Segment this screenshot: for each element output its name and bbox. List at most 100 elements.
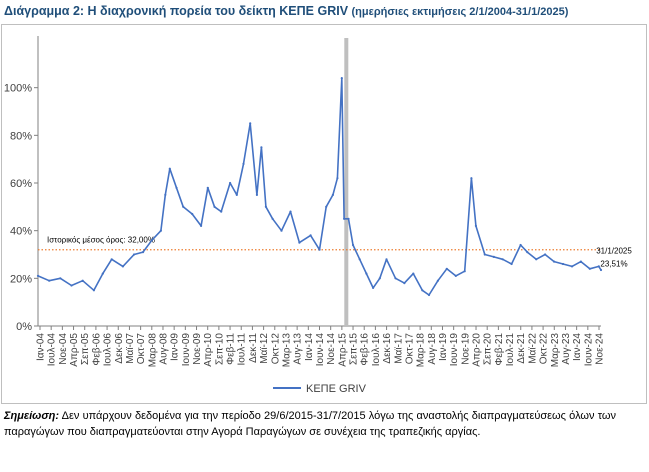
- x-tick-label: Οκτ-22: [539, 333, 550, 365]
- x-tick-label: Απρ-10: [203, 333, 214, 367]
- series-point: [264, 205, 267, 208]
- series-point: [101, 272, 104, 275]
- y-tick-label: 0%: [16, 321, 32, 333]
- y-tick-label: 100%: [4, 83, 32, 95]
- historical-mean-label: Ιστορικός μέσος όρος: 32,00%: [47, 236, 155, 245]
- series-point: [526, 251, 529, 254]
- series-point: [191, 212, 194, 216]
- x-tick-label: Μαρ-23: [550, 333, 561, 368]
- series-point: [340, 77, 343, 80]
- legend-label: ΚΕΠΕ GRIV: [306, 383, 367, 395]
- series-point: [365, 272, 368, 275]
- series-point: [358, 258, 361, 261]
- x-tick-label: Μαρ-13: [281, 333, 292, 368]
- series-point: [445, 267, 448, 270]
- series-point: [544, 253, 547, 256]
- series-point: [121, 265, 124, 268]
- x-tick-label: Δεκ-11: [248, 333, 259, 363]
- series-line: [37, 77, 602, 296]
- series-point: [229, 181, 232, 185]
- series-point: [394, 277, 397, 280]
- series-point: [92, 289, 95, 292]
- series-point: [48, 279, 51, 282]
- chart-note: Σημείωση: Δεν υπάρχουν δεδομένα για την …: [4, 408, 616, 440]
- x-tick-label: Οκτ-07: [136, 333, 147, 365]
- series-point: [347, 217, 350, 220]
- y-tick-label: 60%: [10, 178, 32, 190]
- series-point: [454, 274, 457, 277]
- x-tick-label: Νοε-09: [192, 333, 203, 365]
- x-tick-label: Μαρ-08: [147, 333, 158, 368]
- x-tick-label: Ιουλ-04: [47, 333, 58, 367]
- series-point: [492, 255, 495, 258]
- series-point: [110, 258, 113, 261]
- x-tick-label: Ιουν-19: [449, 333, 460, 367]
- y-tick-label: 80%: [10, 130, 32, 142]
- series-point: [378, 277, 381, 280]
- trading-gap-marker: [344, 38, 349, 326]
- chart-title-sub: (ημερήσιες εκτιμήσεις 2/1/2004-31/1/2025…: [351, 6, 569, 18]
- series-point: [463, 270, 466, 273]
- x-tick-label: Μαρ-18: [416, 333, 427, 368]
- x-tick-label: Ιουν-09: [181, 333, 192, 367]
- note-text: Δεν υπάρχουν δεδομένα για την περίοδο 29…: [4, 410, 616, 438]
- series-point: [220, 210, 223, 213]
- series-point: [182, 205, 185, 208]
- x-tick-label: Φεβ-06: [91, 333, 102, 366]
- series-point: [200, 224, 203, 227]
- series-point: [553, 260, 556, 263]
- series-point: [588, 267, 591, 270]
- series-point: [249, 122, 252, 125]
- x-tick-label: Σεπ-10: [214, 333, 225, 365]
- series-point: [235, 193, 238, 196]
- x-tick-label: Αυγ-08: [158, 333, 169, 365]
- x-tick-label: Ιαν-09: [170, 333, 181, 361]
- series-point: [298, 241, 301, 244]
- series-point: [159, 229, 162, 232]
- series-point: [325, 205, 328, 208]
- x-tick-label: Μαϊ-07: [125, 333, 136, 364]
- x-tick-label: Δεκ-06: [114, 333, 125, 364]
- x-tick-label: Ιαν-14: [304, 333, 315, 361]
- series-point: [280, 229, 283, 232]
- x-tick-label: Σεπ-05: [80, 333, 91, 365]
- series-point: [501, 258, 504, 261]
- x-tick-label: Νοε-04: [58, 333, 69, 365]
- series-point: [81, 279, 84, 282]
- series-point: [372, 286, 375, 289]
- chart-title: Διάγραμμα 2: Η διαχρονική πορεία του δεί…: [4, 4, 568, 18]
- series-point: [597, 265, 600, 268]
- series-point: [133, 253, 136, 256]
- chart-svg: 0%20%40%60%80%100%Ιαν-04 Ιουλ-04 Νοε-04 Απρ…: [4, 36, 632, 395]
- x-tick-label: Μαϊ-22: [527, 333, 538, 364]
- series-point: [343, 217, 346, 220]
- series-point: [36, 274, 40, 277]
- series-point: [470, 177, 473, 180]
- series-point: [427, 293, 431, 297]
- series-point: [271, 217, 274, 220]
- series-point: [242, 162, 245, 165]
- series-point: [510, 262, 513, 266]
- x-tick-label: Αυγ-18: [427, 333, 438, 365]
- series-point: [421, 289, 424, 292]
- series-point: [403, 282, 406, 285]
- series-point: [519, 243, 522, 247]
- x-tick-label: Απρ-05: [69, 333, 80, 367]
- series-point: [260, 146, 263, 149]
- x-tick-label: Οκτ-17: [404, 333, 415, 365]
- x-tick-label: Αυγ-13: [293, 333, 304, 365]
- series-point: [318, 248, 321, 251]
- series-point: [255, 193, 258, 196]
- x-tick-label: Ιουλ-21: [505, 333, 516, 367]
- series-point: [535, 258, 538, 261]
- x-tick-label: Απρ-15: [337, 333, 348, 367]
- x-tick-label: Ιαν-04: [36, 333, 47, 361]
- series-point: [331, 193, 334, 196]
- x-tick-label: Δεκ-21: [516, 333, 527, 364]
- x-tick-label: Νοε-24: [595, 333, 606, 365]
- last-date-label: 31/1/2025: [596, 247, 632, 256]
- series-point: [168, 167, 171, 170]
- series-point: [141, 251, 145, 254]
- x-tick-label: Ιουν-14: [315, 333, 326, 367]
- series-point: [599, 268, 603, 272]
